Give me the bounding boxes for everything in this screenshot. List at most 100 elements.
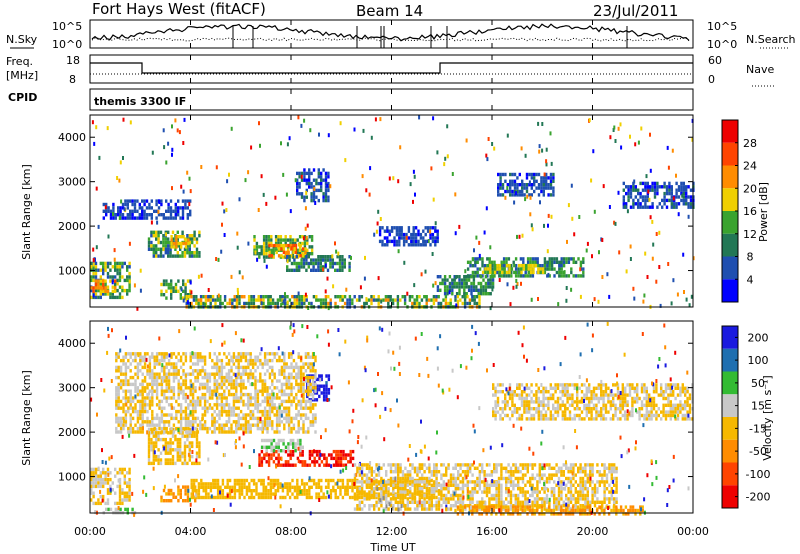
heatmap-cell [280, 243, 283, 248]
heatmap-cell [97, 474, 100, 478]
heatmap-cell [414, 239, 418, 244]
heatmap-cell [275, 243, 278, 248]
heatmap-cell [153, 209, 156, 213]
heatmap-cell [329, 301, 332, 306]
heatmap-cell [643, 413, 646, 418]
heatmap-cell [195, 301, 198, 306]
heatmap-cell [193, 244, 196, 248]
heatmap-cell [348, 478, 352, 483]
heatmap-cell [167, 282, 170, 287]
heatmap-cell [346, 492, 349, 496]
heatmap-cell [150, 461, 153, 466]
heatmap-cell [481, 507, 484, 511]
heatmap-cell [603, 480, 606, 484]
heatmap-cell [602, 383, 605, 387]
heatmap-cell [548, 267, 551, 271]
heatmap-cell [604, 390, 608, 394]
heatmap-cell [277, 241, 280, 246]
heatmap-cell [389, 497, 393, 501]
heatmap-cell [274, 241, 278, 246]
heatmap-cell [465, 275, 468, 279]
heatmap-cell [171, 124, 173, 129]
heatmap-cell [184, 488, 187, 493]
heatmap-cell [255, 298, 258, 302]
heatmap-cell [435, 500, 438, 504]
heatmap-cell [351, 478, 354, 483]
heatmap-cell [315, 492, 318, 496]
heatmap-cell [435, 495, 438, 500]
heatmap-cell [317, 261, 320, 266]
heatmap-cell [312, 265, 315, 269]
cpid-text: themis 3300 IF [94, 95, 186, 108]
heatmap-cell [413, 174, 416, 179]
heatmap-cell [97, 282, 100, 287]
heatmap-cell [272, 460, 276, 464]
heatmap-cell [310, 398, 314, 402]
heatmap-cell [502, 512, 505, 516]
heatmap-cell [184, 245, 188, 249]
heatmap-cell [169, 444, 172, 449]
heatmap-cell [175, 235, 178, 239]
heatmap-cell [525, 410, 528, 414]
heatmap-cell [147, 237, 151, 241]
heatmap-cell [412, 229, 415, 233]
heatmap-cell [584, 493, 587, 498]
heatmap-cell [644, 198, 647, 203]
heatmap-cell [139, 288, 142, 293]
heatmap-cell [307, 261, 310, 266]
heatmap-cell [657, 407, 660, 411]
heatmap-cell [277, 238, 280, 242]
heatmap-cell [687, 202, 690, 206]
heatmap-cell [529, 212, 532, 217]
heatmap-cell [489, 306, 492, 311]
heatmap-cell [373, 504, 376, 508]
heatmap-cell [373, 232, 376, 237]
heatmap-cell [114, 216, 117, 220]
heatmap-cell [447, 466, 450, 470]
heatmap-cell [259, 298, 263, 302]
heatmap-cell [220, 249, 223, 254]
heatmap-cell [175, 245, 178, 249]
heatmap-cell [509, 490, 513, 494]
heatmap-cell [296, 438, 300, 443]
heatmap-cell [681, 407, 684, 411]
heatmap-cell [475, 505, 479, 509]
heatmap-cell [182, 499, 185, 503]
heatmap-cell [90, 477, 93, 482]
heatmap-cell [588, 400, 591, 404]
heatmap-cell [686, 390, 689, 394]
heatmap-cell [416, 487, 419, 491]
heatmap-cell [642, 299, 645, 304]
heatmap-cell [435, 470, 438, 474]
heatmap-cell [622, 508, 625, 513]
heatmap-cell [579, 504, 582, 508]
heatmap-cell [656, 185, 659, 189]
heatmap-cell [184, 238, 188, 242]
heatmap-cell [387, 493, 390, 498]
heatmap-cell [583, 396, 586, 401]
heatmap-cell [197, 485, 201, 489]
heatmap-cell [187, 301, 191, 306]
heatmap-cell [331, 261, 334, 266]
heatmap-cell [226, 179, 229, 184]
heatmap-cell [195, 237, 199, 241]
heatmap-cell [416, 492, 419, 496]
heatmap-cell [639, 181, 642, 186]
heatmap-cell [517, 466, 520, 470]
heatmap-cell [265, 245, 268, 249]
heatmap-cell [297, 115, 300, 120]
heatmap-cell [513, 186, 517, 190]
heatmap-cell [498, 267, 502, 271]
heatmap-cell [504, 189, 507, 194]
heatmap-cell [488, 487, 491, 491]
heatmap-cell [476, 466, 479, 470]
heatmap-cell [486, 274, 489, 278]
heatmap-cell [449, 493, 453, 498]
heatmap-cell [653, 188, 657, 192]
heatmap-cell [590, 396, 593, 401]
heatmap-cell [406, 489, 409, 493]
heatmap-cell [109, 507, 113, 512]
heatmap-cell [499, 508, 503, 513]
heatmap-cell [685, 191, 688, 196]
heatmap-cell [555, 473, 558, 477]
